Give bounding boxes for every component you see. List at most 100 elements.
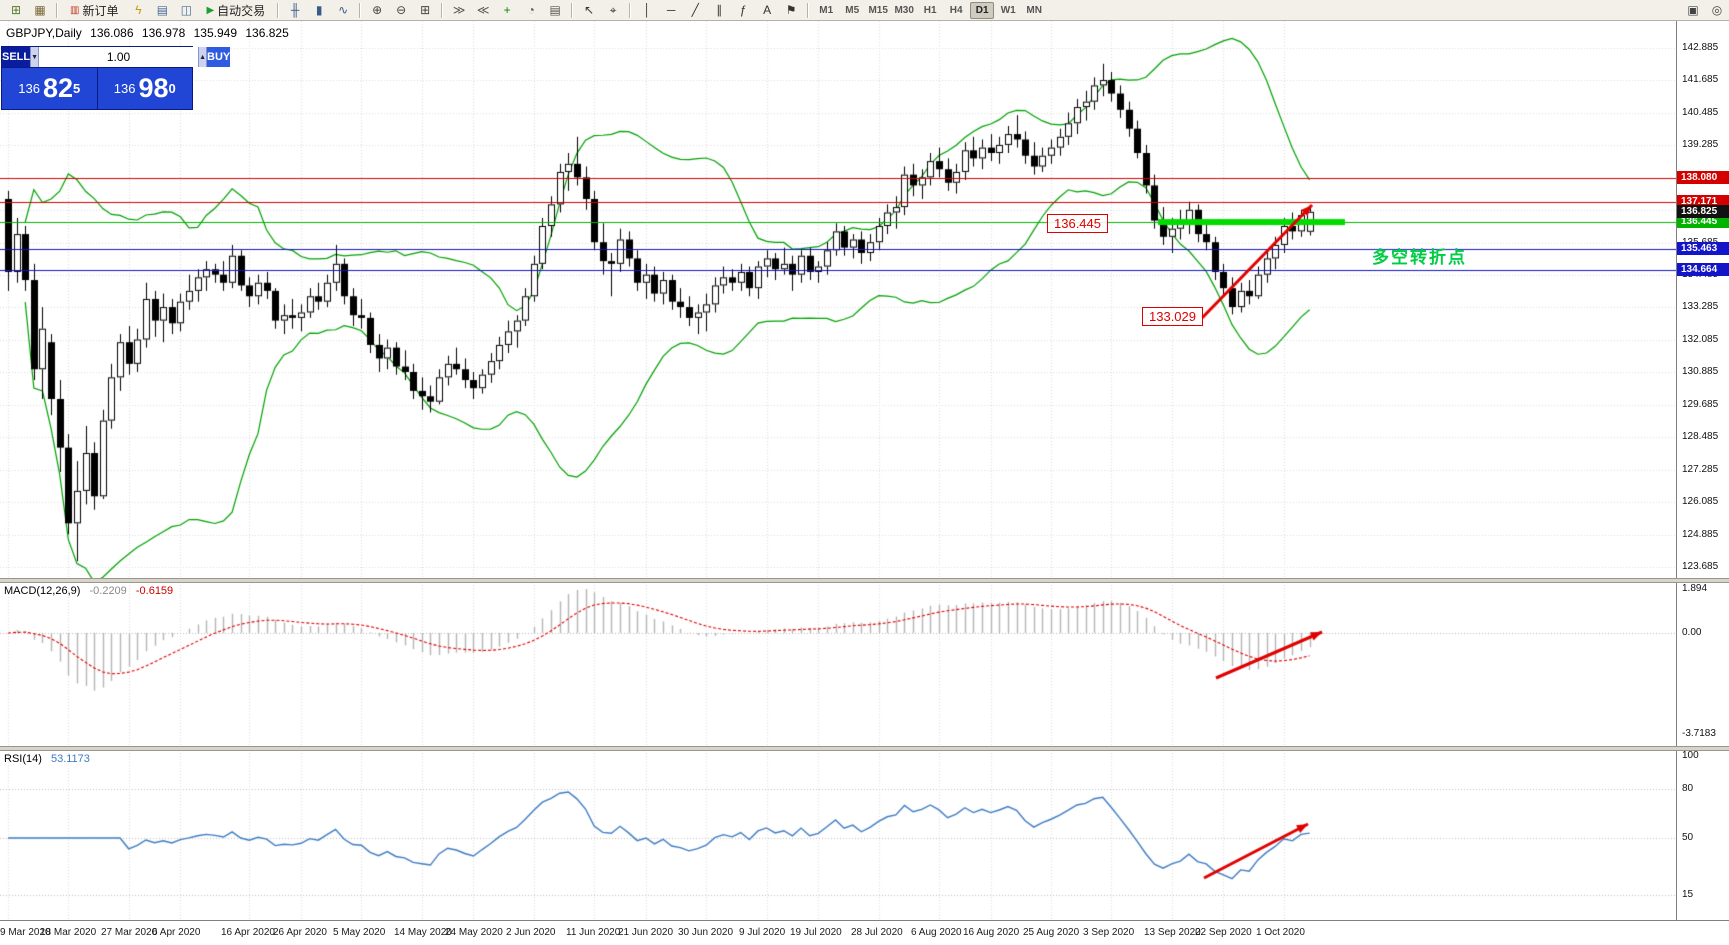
- line-chart-type-icon[interactable]: ∿: [338, 3, 349, 17]
- timeframe-button-h1[interactable]: H1: [923, 4, 937, 16]
- tile-windows-icon[interactable]: ⊞: [420, 3, 431, 17]
- date-axis-label: 18 Mar 2020: [40, 927, 97, 938]
- date-axis-label: 22 Sep 2020: [1195, 927, 1252, 938]
- price-tag: 136.445: [1677, 215, 1729, 228]
- timeframe-button-w1[interactable]: W1: [1000, 4, 1016, 16]
- date-axis-label: 6 Apr 2020: [152, 927, 201, 938]
- bar-chart-type-icon[interactable]: ╫: [290, 3, 300, 17]
- cursor-icon[interactable]: ↖: [584, 3, 595, 17]
- timeframe-button-m15[interactable]: M15: [868, 4, 888, 16]
- price-callout-136445[interactable]: 136.445: [1047, 214, 1108, 233]
- channel-icon[interactable]: ∥: [716, 3, 723, 17]
- date-axis-label: 13 Sep 2020: [1144, 927, 1201, 938]
- quick-deposit-icon[interactable]: ϟ: [135, 3, 142, 17]
- rsi-scale-label: 15: [1682, 889, 1694, 900]
- panel-separator[interactable]: [0, 578, 1729, 583]
- toolbar-separator: [807, 2, 810, 18]
- volume-input[interactable]: [39, 47, 199, 67]
- timeframe-button-mn[interactable]: MN: [1026, 4, 1042, 16]
- symbol-period-label: GBPJPY,Daily: [6, 26, 82, 40]
- window-layout-icon[interactable]: ▣: [1687, 3, 1699, 17]
- trendline-icon[interactable]: ╱: [691, 3, 699, 17]
- one-click-trading-panel: SELL ▼ ▲ BUY 136 82 5 136 98 0: [1, 46, 231, 110]
- price-axis-label: 129.685: [1682, 399, 1719, 410]
- volume-up-stepper[interactable]: ▲: [198, 47, 207, 67]
- zoom-out-icon[interactable]: ⊖: [396, 3, 407, 17]
- timeframe-button-m5[interactable]: M5: [845, 4, 860, 16]
- rsi-scale-label: 50: [1682, 832, 1694, 843]
- timeframe-button-m30[interactable]: M30: [894, 4, 914, 16]
- timeframe-button-d1[interactable]: D1: [970, 1, 995, 19]
- auto-scroll-icon[interactable]: ≫: [452, 3, 466, 17]
- templates-icon[interactable]: ▤: [549, 3, 561, 17]
- sell-price-prefix: 136: [18, 81, 40, 96]
- search-icon[interactable]: ◎: [1711, 3, 1723, 17]
- horizontal-line-icon[interactable]: ─: [666, 3, 676, 17]
- toolbar-separator: [56, 2, 58, 18]
- new-order-button[interactable]: ▥ 新订单: [64, 1, 124, 20]
- panel-separator[interactable]: [0, 746, 1729, 751]
- buy-price-button[interactable]: 136 98 0: [97, 68, 192, 109]
- toolbar-separator: [441, 2, 444, 18]
- arrows-icon[interactable]: ⚑: [785, 3, 797, 17]
- close-value: 136.825: [245, 26, 289, 40]
- profiles-icon[interactable]: ▦: [34, 3, 46, 17]
- vertical-line-icon[interactable]: │: [643, 3, 651, 17]
- sell-price-button[interactable]: 136 82 5: [2, 68, 98, 109]
- price-axis-label: 140.485: [1682, 107, 1719, 118]
- rsi-value: 53.1173: [50, 753, 90, 765]
- candlestick-type-icon[interactable]: ▮: [315, 3, 323, 17]
- date-axis-label: 3 Sep 2020: [1083, 927, 1135, 938]
- price-tag: 138.080: [1677, 171, 1729, 184]
- price-axis-label: 142.885: [1682, 42, 1719, 53]
- date-axis-label: 6 Aug 2020: [911, 927, 962, 938]
- new-chart-icon[interactable]: ⊞: [10, 3, 22, 17]
- volume-down-stepper[interactable]: ▼: [30, 47, 40, 67]
- price-axis-label: 141.685: [1682, 74, 1719, 85]
- market-watch-icon[interactable]: ▤: [156, 3, 169, 17]
- buy-button[interactable]: BUY: [207, 47, 231, 67]
- sell-button[interactable]: SELL: [2, 47, 31, 67]
- timeframe-button-m1[interactable]: M1: [819, 4, 834, 16]
- auto-trading-button[interactable]: ▶ 自动交易: [200, 1, 271, 20]
- price-axis-label: 130.885: [1682, 366, 1719, 377]
- data-window-icon[interactable]: ◫: [180, 3, 193, 17]
- chart-shift-icon[interactable]: ≪: [476, 3, 490, 17]
- macd-scale-label: 1.894: [1682, 583, 1708, 594]
- toolbar-separator: [277, 2, 280, 18]
- date-axis[interactable]: 9 Mar 2020 18 Mar 2020 27 Mar 2020 6 Apr 20…: [0, 920, 1729, 945]
- low-value: 135.949: [193, 26, 238, 40]
- rsi-label-row: RSI(14) 53.1173: [4, 753, 90, 765]
- zoom-in-icon[interactable]: ⊕: [372, 3, 383, 17]
- quote-header: GBPJPY,Daily 136.086 136.978 135.949 136…: [6, 26, 294, 40]
- turning-point-text[interactable]: 多空转折点: [1372, 248, 1467, 267]
- price-axis-label: 123.685: [1682, 561, 1719, 572]
- price-axis-label: 126.085: [1682, 496, 1719, 507]
- date-axis-label: 14 May 2020: [394, 927, 452, 938]
- crosshair-icon[interactable]: ⌖: [609, 2, 617, 17]
- date-axis-label: 27 Mar 2020: [101, 927, 158, 938]
- price-callout-133029[interactable]: 133.029: [1142, 307, 1203, 326]
- price-tag: 134.664: [1677, 263, 1729, 276]
- buy-price-big: 98: [138, 73, 169, 103]
- auto-trading-button-label: 自动交易: [217, 3, 266, 18]
- macd-scale-label: 0.00: [1682, 627, 1702, 638]
- fibonacci-icon[interactable]: ƒ: [739, 3, 747, 17]
- date-axis-label: 19 Jul 2020: [790, 927, 842, 938]
- date-axis-label: 26 Apr 2020: [273, 927, 327, 938]
- date-axis-label: 21 Jun 2020: [618, 927, 674, 938]
- date-axis-label: 25 Aug 2020: [1023, 927, 1080, 938]
- timeframe-button-h4[interactable]: H4: [949, 4, 963, 16]
- buy-price-prefix: 136: [113, 81, 136, 96]
- date-axis-label: 9 Mar 2020: [0, 927, 51, 938]
- indicators-icon[interactable]: +: [503, 3, 511, 17]
- price-scale[interactable]: [1676, 21, 1729, 920]
- rsi-name: RSI(14): [4, 753, 42, 765]
- bid-price-tag: 136.825: [1677, 205, 1729, 218]
- price-tag: 137.171: [1677, 195, 1729, 208]
- price-tag: 135.463: [1677, 242, 1729, 255]
- price-axis-label: 127.285: [1682, 464, 1719, 475]
- periods-icon[interactable]: ◔: [527, 3, 535, 17]
- text-icon[interactable]: A: [763, 3, 772, 17]
